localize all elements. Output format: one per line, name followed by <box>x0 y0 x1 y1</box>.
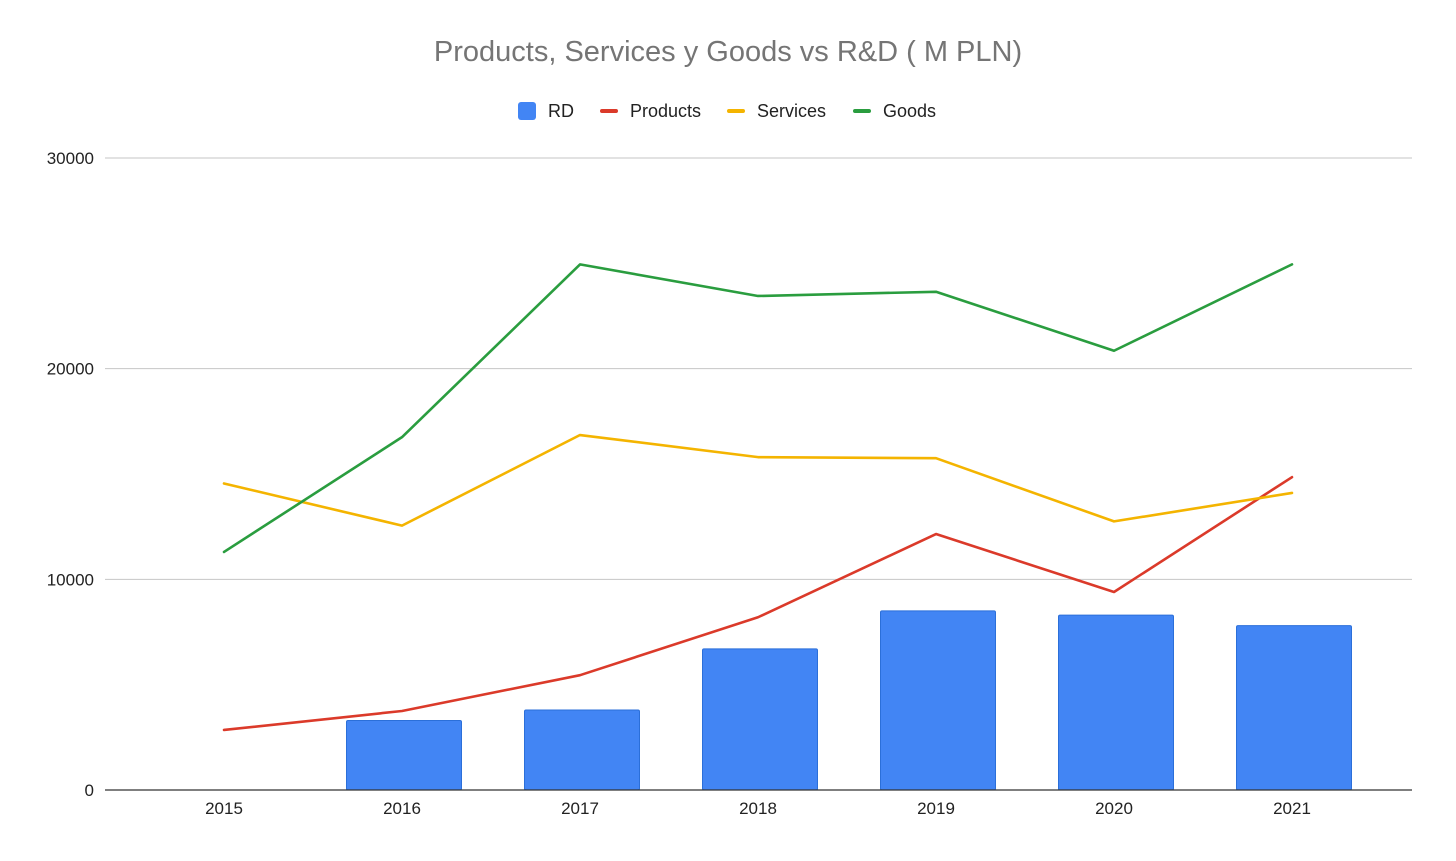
legend-label-products: Products <box>630 100 702 121</box>
legend-label-rd: RD <box>548 100 574 121</box>
bar-rd-2016 <box>346 719 462 791</box>
bar-rd-2020 <box>1058 614 1174 791</box>
x-tick-label: 2021 <box>1273 799 1311 818</box>
series-line-goods <box>222 263 1294 554</box>
x-tick-label: 2020 <box>1095 799 1133 818</box>
bar-rd-2021 <box>1236 625 1352 791</box>
series-line-products <box>222 475 1294 732</box>
y-tick-label: 20000 <box>47 360 94 379</box>
y-tick-label: 10000 <box>47 570 94 589</box>
legend-label-services: Services <box>757 100 827 121</box>
legend-swatch-rd <box>518 102 536 120</box>
x-tick-label: 2017 <box>561 799 599 818</box>
x-tick-label: 2016 <box>383 799 421 818</box>
legend-item-goods[interactable]: Goods <box>853 98 936 124</box>
y-tick-label: 30000 <box>47 149 94 168</box>
legend-item-services[interactable]: Services <box>727 98 826 124</box>
legend-item-products[interactable]: Products <box>600 98 701 124</box>
series-line-services <box>222 433 1294 527</box>
legend-swatch-goods <box>853 109 871 113</box>
legend: RD Products Services Goods <box>0 98 1456 124</box>
bar-rd-2019 <box>880 610 996 791</box>
x-tick-label: 2018 <box>739 799 777 818</box>
legend-label-goods: Goods <box>883 100 937 121</box>
legend-item-rd[interactable]: RD <box>518 98 574 124</box>
legend-swatch-products <box>600 109 618 113</box>
x-tick-label: 2015 <box>205 799 243 818</box>
bar-rd-2018 <box>702 648 818 791</box>
x-tick-label: 2019 <box>917 799 955 818</box>
chart-title: Products, Services y Goods vs R&D ( M PL… <box>433 36 1023 68</box>
y-tick-label: 0 <box>85 781 94 800</box>
legend-swatch-services <box>727 109 745 113</box>
bar-rd-2017 <box>524 709 640 791</box>
